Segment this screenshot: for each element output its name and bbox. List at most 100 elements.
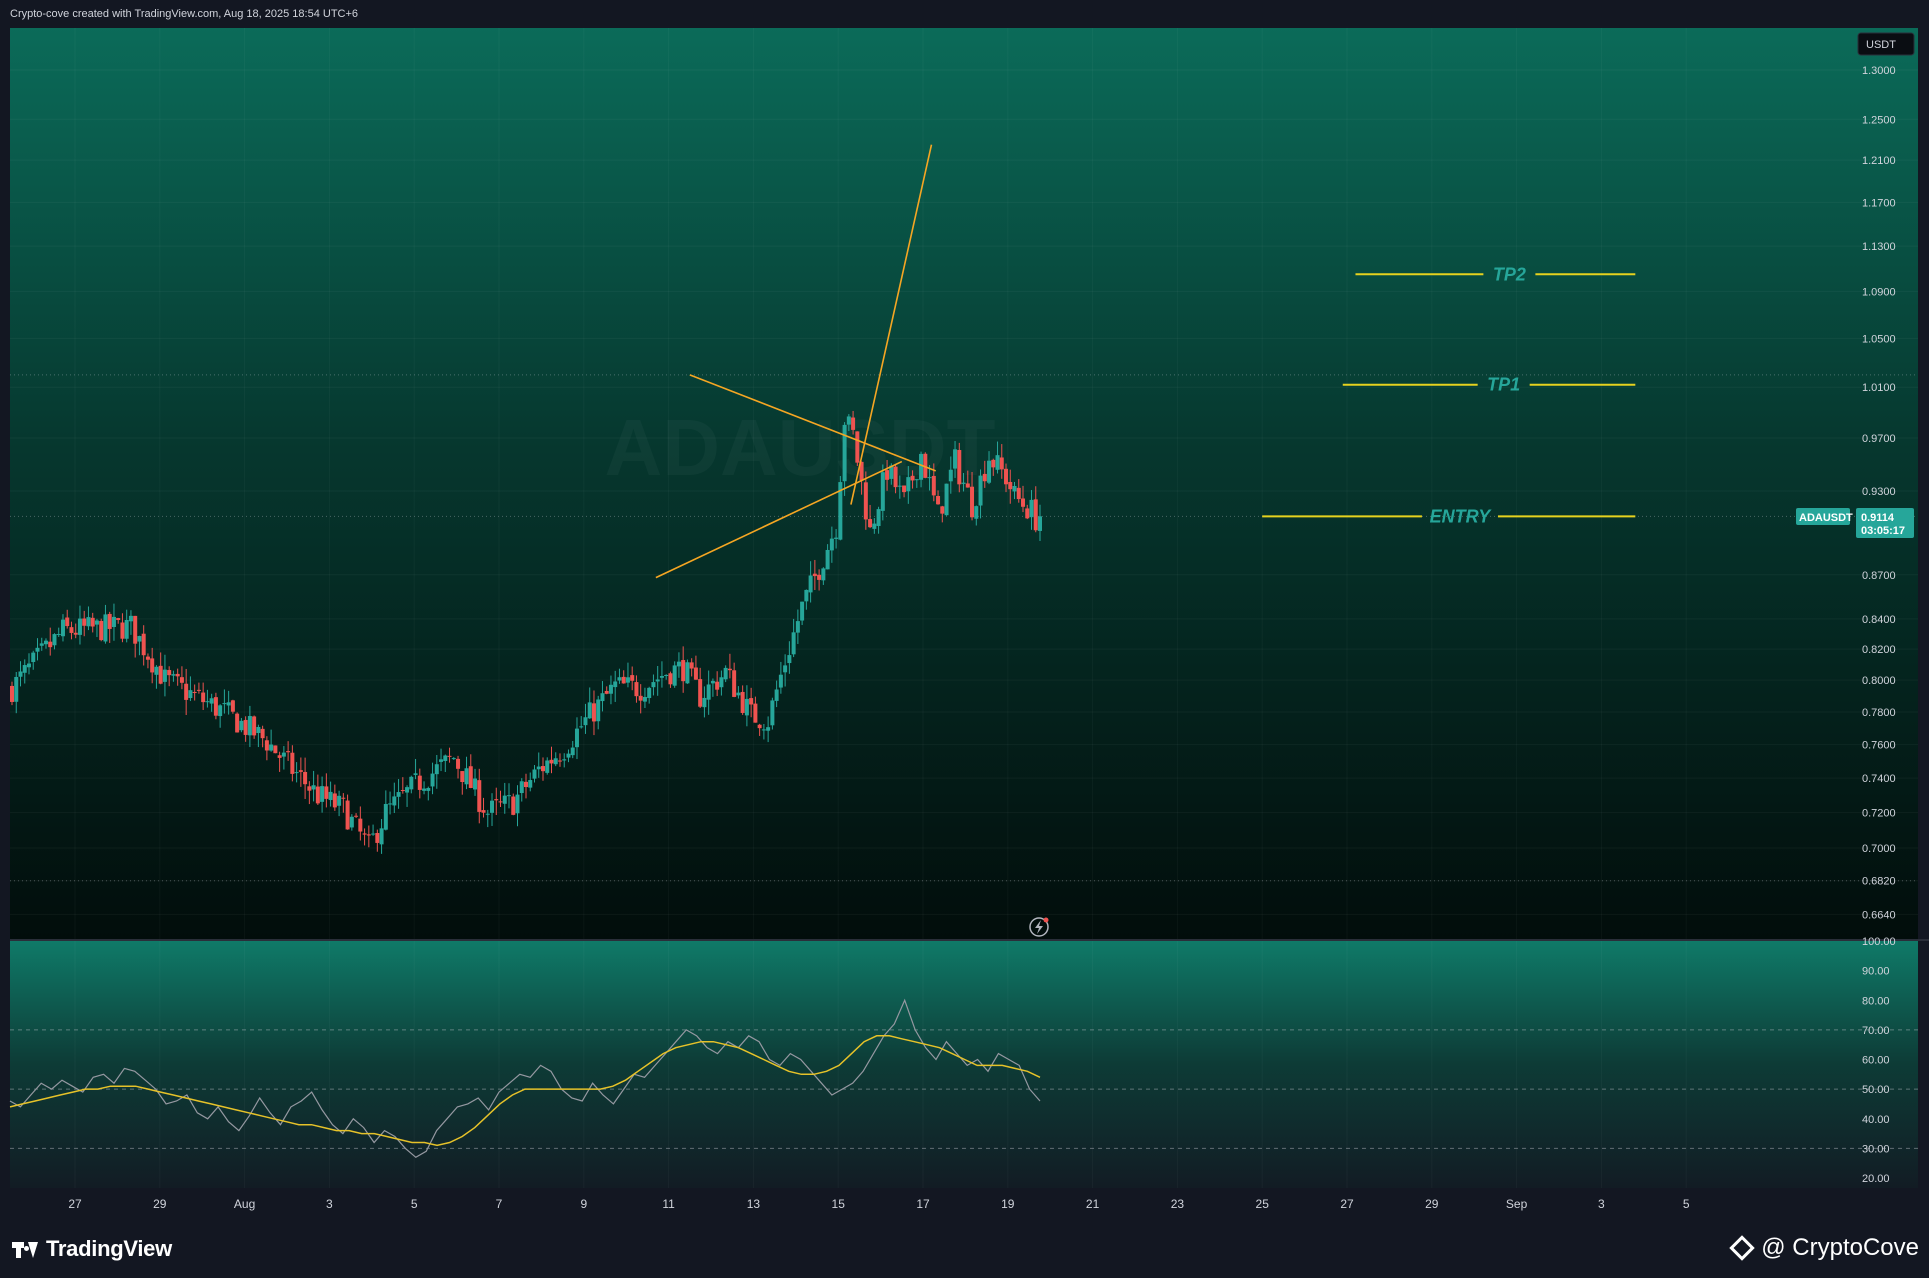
candle-body bbox=[260, 728, 265, 739]
candle-body bbox=[294, 772, 299, 774]
candle-body bbox=[43, 640, 48, 645]
candle-body bbox=[400, 790, 405, 792]
candle-body bbox=[22, 665, 27, 673]
candle-body bbox=[124, 619, 129, 639]
candle-body bbox=[659, 676, 664, 678]
candle-body bbox=[651, 682, 656, 688]
footer-bar: TradingView @ CryptoCove bbox=[0, 1218, 1929, 1278]
level-label: TP1 bbox=[1487, 375, 1520, 395]
rsi-pane-bg bbox=[10, 941, 1918, 1188]
candle-body bbox=[273, 745, 278, 754]
tradingview-wordmark: TradingView bbox=[46, 1236, 172, 1261]
candle-body bbox=[642, 696, 647, 702]
candle-body bbox=[880, 472, 885, 511]
price-tick-label: 1.0900 bbox=[1862, 286, 1896, 298]
triangle-line bbox=[655, 460, 903, 579]
candle-body bbox=[519, 781, 524, 794]
candle-body bbox=[693, 667, 698, 680]
candle-body bbox=[702, 697, 707, 708]
price-tick-label: 0.8700 bbox=[1862, 570, 1896, 582]
candle-body bbox=[600, 693, 605, 702]
candle-body bbox=[944, 483, 949, 516]
candle-body bbox=[158, 665, 163, 684]
lightning-icon[interactable] bbox=[1029, 917, 1049, 937]
candle-body bbox=[608, 684, 613, 694]
candle-body bbox=[209, 698, 214, 704]
date-tick-label: 19 bbox=[1001, 1197, 1015, 1211]
price-tick-label: 0.8000 bbox=[1862, 675, 1896, 687]
candle-body bbox=[409, 776, 414, 790]
candle-body bbox=[218, 705, 223, 717]
candle-body bbox=[931, 475, 936, 496]
candle-body bbox=[86, 617, 91, 627]
candle-body bbox=[812, 573, 817, 577]
rsi-tick-label: 70.00 bbox=[1862, 1025, 1890, 1037]
candle-body bbox=[893, 466, 898, 488]
candle-body bbox=[532, 769, 537, 779]
candle-body bbox=[481, 810, 486, 813]
candle-body bbox=[715, 681, 720, 690]
candle-body bbox=[970, 486, 975, 518]
candle-body bbox=[451, 758, 456, 760]
date-tick-label: 27 bbox=[1340, 1197, 1354, 1211]
candle-body bbox=[1008, 481, 1013, 490]
candle-body bbox=[846, 416, 851, 425]
candle-body bbox=[1029, 499, 1034, 518]
price-tick-label: 1.0500 bbox=[1862, 333, 1896, 345]
date-tick-label: Aug bbox=[234, 1197, 255, 1211]
date-tick-label: 11 bbox=[662, 1197, 675, 1211]
price-tick-label: 1.0100 bbox=[1862, 382, 1896, 394]
time-axis[interactable]: 27 29 Aug 3 5 7 9 11 13 15 17 19 21 23 25 27 29 Sep 3 5 bbox=[68, 1197, 1690, 1211]
candle-body bbox=[889, 465, 894, 479]
candle-body bbox=[162, 669, 167, 682]
candle-body bbox=[927, 477, 932, 479]
candle-body bbox=[90, 617, 95, 627]
price-axis[interactable]: 1.3000 1.2500 1.2100 1.1700 1.1300 1.0900 1.05… bbox=[1862, 65, 1896, 921]
candle-body bbox=[953, 449, 958, 469]
price-tick-label: 0.9700 bbox=[1862, 433, 1896, 445]
candle-body bbox=[795, 621, 800, 633]
candle-body bbox=[591, 703, 596, 722]
candle-body bbox=[872, 523, 877, 529]
candle-body bbox=[978, 475, 983, 506]
candle-body bbox=[625, 677, 630, 683]
price-tick-label: 0.8200 bbox=[1862, 644, 1896, 656]
candle-body bbox=[1004, 468, 1009, 485]
candle-body bbox=[354, 815, 359, 817]
candle-body bbox=[838, 482, 843, 540]
candle-body bbox=[315, 786, 320, 804]
candle-body bbox=[982, 473, 987, 482]
drawings[interactable] bbox=[655, 144, 937, 579]
candle-body bbox=[919, 453, 924, 480]
cryptocove-brand: @ CryptoCove bbox=[1729, 1234, 1919, 1262]
candle-body bbox=[392, 796, 397, 806]
candle-body bbox=[290, 752, 295, 774]
candle-body bbox=[961, 482, 966, 484]
candle-body bbox=[413, 773, 418, 775]
candle-body bbox=[965, 483, 970, 488]
candle-body bbox=[647, 687, 652, 699]
candle-body bbox=[10, 685, 14, 702]
candle-body bbox=[987, 460, 992, 483]
candle-body bbox=[460, 771, 465, 783]
candle-body bbox=[897, 485, 902, 487]
candle-body bbox=[638, 695, 643, 701]
candle-body bbox=[485, 813, 490, 815]
tradingview-logo[interactable]: TradingView bbox=[12, 1236, 172, 1262]
candle-body bbox=[103, 614, 108, 642]
candle-body bbox=[562, 759, 567, 761]
candle-body bbox=[540, 766, 545, 772]
candle-body bbox=[188, 690, 193, 699]
candle-body bbox=[778, 674, 783, 688]
candle-body bbox=[783, 665, 788, 673]
candle-body bbox=[553, 758, 558, 765]
candle-body bbox=[766, 727, 771, 731]
candle-body bbox=[1033, 499, 1038, 531]
candle-body bbox=[902, 485, 907, 493]
candle-body bbox=[286, 751, 291, 753]
price-tick-label: 0.7000 bbox=[1862, 843, 1896, 855]
currency-badge[interactable]: USDT bbox=[1857, 32, 1915, 56]
candle-body bbox=[235, 713, 240, 733]
candle-body bbox=[39, 643, 44, 646]
